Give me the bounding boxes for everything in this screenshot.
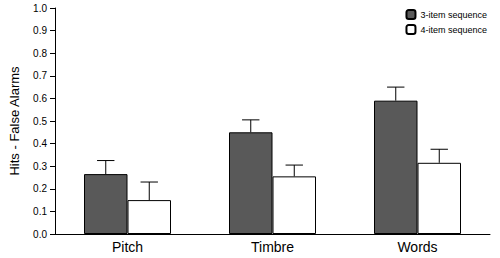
svg-text:0.5: 0.5	[33, 116, 47, 127]
svg-text:Words: Words	[397, 239, 437, 255]
svg-text:3-item sequence: 3-item sequence	[420, 10, 487, 20]
svg-text:0.2: 0.2	[33, 183, 47, 194]
svg-text:0.3: 0.3	[33, 161, 47, 172]
svg-text:Hits - False Alarms: Hits - False Alarms	[7, 66, 22, 176]
svg-text:1.0: 1.0	[33, 3, 47, 14]
svg-text:4-item sequence: 4-item sequence	[420, 25, 487, 35]
svg-text:0.6: 0.6	[33, 93, 47, 104]
svg-text:0.1: 0.1	[33, 206, 47, 217]
svg-text:0.9: 0.9	[33, 25, 47, 36]
svg-text:0.8: 0.8	[33, 48, 47, 59]
svg-text:Timbre: Timbre	[251, 239, 294, 255]
svg-text:0.0: 0.0	[33, 229, 47, 240]
svg-text:0.7: 0.7	[33, 70, 47, 81]
svg-text:0.4: 0.4	[33, 138, 47, 149]
svg-text:Pitch: Pitch	[112, 239, 143, 255]
